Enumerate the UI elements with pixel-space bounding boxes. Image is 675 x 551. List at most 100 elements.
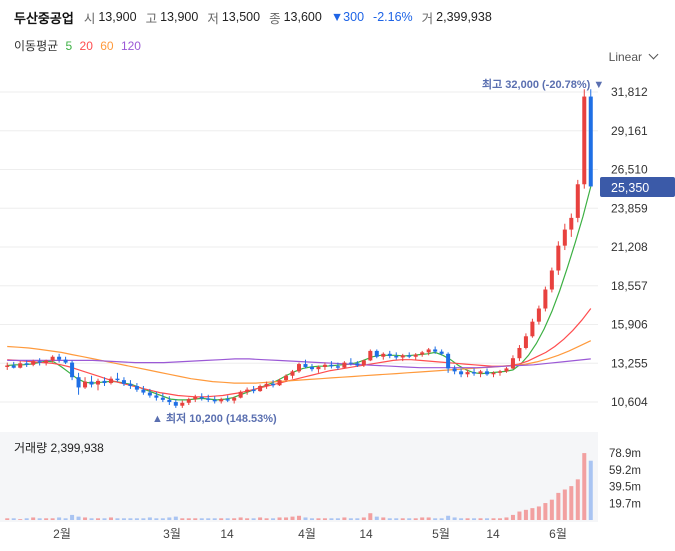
- volume-bar: [575, 479, 580, 520]
- moving-average-legend: 이동평균 5 20 60 120: [14, 37, 145, 54]
- volume-bar: [439, 518, 444, 520]
- candle-body: [485, 371, 490, 375]
- volume-bar: [472, 518, 477, 520]
- volume-bar: [459, 518, 464, 520]
- close-label: 종: [269, 11, 281, 26]
- candle-body: [31, 361, 36, 365]
- volume-bar: [141, 518, 146, 520]
- candle-body: [439, 351, 444, 354]
- volume-bar: [173, 516, 178, 520]
- candle-body: [11, 365, 16, 368]
- volume-bar: [491, 518, 496, 520]
- volume-bar: [316, 518, 321, 520]
- candle-body: [413, 354, 418, 357]
- volume-bar: [465, 518, 470, 520]
- volume-panel-bg: [0, 432, 598, 522]
- candle-body: [102, 380, 107, 384]
- candle-body: [459, 371, 464, 375]
- time-tick-label: 4월: [298, 527, 316, 541]
- volume-tick-label: 78.9m: [609, 448, 641, 460]
- candle-body: [368, 350, 373, 361]
- candle-body: [381, 353, 386, 357]
- volume-bar: [556, 492, 561, 520]
- candle-body: [251, 389, 256, 392]
- volume-bar: [543, 503, 548, 520]
- ma-120-label: 120: [120, 39, 141, 53]
- candle-body: [225, 399, 230, 401]
- candle-body: [284, 375, 289, 381]
- volume-bar: [225, 518, 230, 520]
- candle-body: [115, 378, 120, 381]
- candle-body: [472, 372, 477, 374]
- candle-body: [342, 362, 347, 368]
- volume-bar: [37, 518, 42, 520]
- candle-body: [530, 321, 535, 337]
- candle-body: [18, 363, 23, 368]
- volume-bar: [400, 518, 405, 520]
- volume-bar: [497, 518, 502, 520]
- open-value: 13,900: [98, 10, 137, 24]
- volume-bar: [348, 518, 353, 520]
- candle-body: [70, 362, 75, 378]
- volume-bar: [11, 518, 16, 520]
- candle-body: [329, 364, 334, 367]
- volume-bar: [31, 517, 36, 520]
- time-tick-label: 14: [359, 527, 373, 541]
- volume-bar: [485, 518, 490, 520]
- ma-60-label: 60: [100, 39, 114, 53]
- volume-bar: [108, 517, 113, 520]
- candle-body: [134, 385, 139, 390]
- time-tick-label: 3월: [163, 527, 181, 541]
- candle-body: [186, 399, 191, 403]
- volume-bar: [206, 518, 211, 520]
- price-tick-label: 13,255: [611, 356, 648, 370]
- candle-body: [335, 366, 340, 368]
- volume-bar: [478, 518, 483, 520]
- open-label: 시: [83, 11, 96, 26]
- volume-bar: [258, 517, 263, 520]
- volume-tick-label: 19.7m: [609, 498, 641, 510]
- volume-bar: [219, 518, 224, 520]
- candle-body: [154, 395, 159, 398]
- volume-bar: [342, 517, 347, 520]
- ma-120-line: [7, 358, 591, 369]
- price-tick-label: 29,161: [611, 124, 648, 138]
- candle-body: [543, 289, 548, 309]
- candle-body: [121, 380, 126, 384]
- high-label: 고: [145, 11, 158, 26]
- volume-bar: [582, 453, 587, 520]
- volume-bar: [245, 518, 250, 520]
- candle-body: [57, 356, 62, 360]
- volume-bar: [271, 518, 276, 520]
- candle-body: [277, 380, 282, 386]
- volume-bar: [536, 506, 541, 520]
- low-value: 13,500: [221, 10, 261, 24]
- volume-bar: [452, 517, 457, 520]
- current-price-tag-text: 25,350: [611, 181, 649, 195]
- price-tick-label: 26,510: [611, 163, 648, 177]
- volume-bar: [394, 518, 399, 520]
- candle-body: [407, 355, 412, 357]
- scale-select[interactable]: Linear: [609, 49, 659, 64]
- ma-5-label: 5: [65, 39, 73, 53]
- volume-bar: [329, 518, 334, 520]
- candle-body: [556, 245, 561, 271]
- candle-body: [89, 381, 94, 385]
- volume-bar: [284, 517, 289, 520]
- candle-body: [180, 402, 185, 406]
- volume-bar: [167, 517, 172, 520]
- candle-body: [141, 389, 146, 393]
- candle-body: [212, 399, 217, 402]
- candle-body: [5, 365, 10, 367]
- candle-body: [400, 355, 405, 358]
- candle-body: [316, 366, 321, 370]
- volume-bars: [5, 453, 593, 520]
- candle-body: [173, 402, 178, 406]
- candle-body: [355, 363, 360, 366]
- candle-body: [232, 397, 237, 401]
- candle-body: [108, 378, 113, 384]
- volume-bar: [212, 518, 217, 520]
- volume-bar: [407, 518, 412, 520]
- volume-tick-label: 39.5m: [609, 482, 641, 494]
